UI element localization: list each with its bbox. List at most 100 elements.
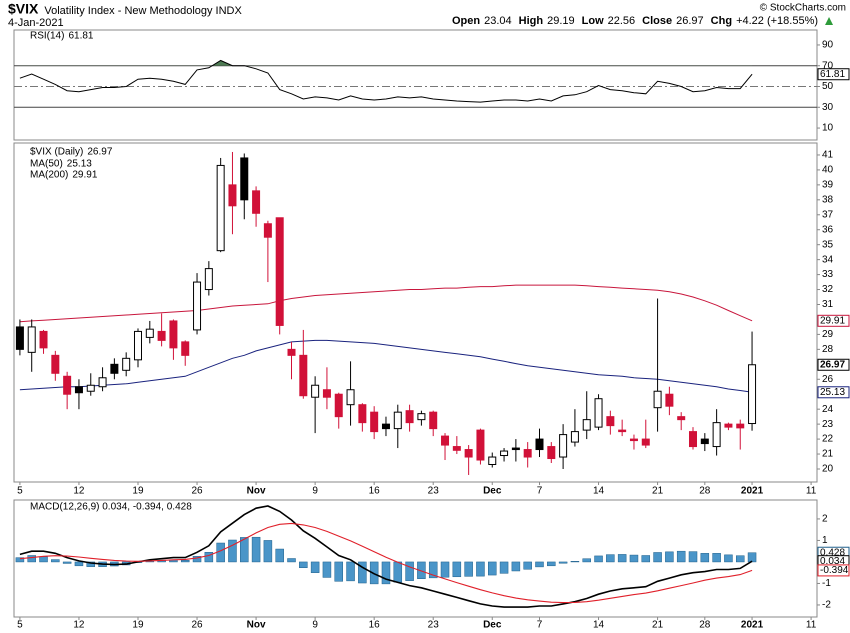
candle-body <box>86 384 95 392</box>
candle-body <box>464 449 473 458</box>
quote-label: Low <box>582 15 604 27</box>
candle-body <box>606 416 615 427</box>
candle-body <box>618 429 627 433</box>
histogram-bar <box>192 556 202 563</box>
x-tick-label: 12 <box>73 620 85 631</box>
moving-average <box>19 339 753 393</box>
x-tick-label: 9 <box>312 486 318 497</box>
histogram-bar <box>228 539 237 563</box>
histogram-bar <box>452 561 462 578</box>
histogram-bar <box>523 561 532 570</box>
histogram-bar <box>688 551 698 563</box>
histogram-bar <box>641 555 651 563</box>
last-value-box <box>817 314 850 327</box>
histogram-bar <box>310 561 320 573</box>
histogram-bar <box>724 554 733 563</box>
y-tick-label: 30 <box>822 102 834 113</box>
histogram-bar <box>74 561 84 567</box>
last-value-label: 0.428 <box>820 547 845 558</box>
quote-value: 29.19 <box>547 15 575 27</box>
histogram-bar <box>653 552 662 563</box>
x-tick-label: 11 <box>806 620 817 631</box>
copyright: © StockCharts.com <box>760 3 846 14</box>
candle-body <box>689 431 698 448</box>
last-value-box <box>817 68 850 81</box>
y-tick-label: 29 <box>822 329 834 340</box>
legend-name: MA(200) <box>30 170 68 181</box>
y-tick-label: -2 <box>822 600 831 611</box>
candle-body <box>370 411 379 433</box>
histogram-bar <box>15 557 25 563</box>
x-tick-label: Nov <box>247 620 266 631</box>
candle-body <box>157 330 166 341</box>
candle-body <box>228 184 237 207</box>
y-tick-label: 20 <box>822 464 834 475</box>
candle-body <box>535 438 544 451</box>
histogram-bar <box>488 561 497 576</box>
histogram-bar <box>39 556 48 563</box>
quote-value: +4.22 (+18.55%) <box>736 15 818 27</box>
histogram-bar <box>299 561 308 568</box>
candle-body <box>287 348 296 356</box>
candle-body <box>204 268 213 291</box>
y-tick-label: -1 <box>822 578 831 589</box>
y-tick-label: 35 <box>822 239 834 250</box>
y-tick-label: 32 <box>822 284 834 295</box>
last-value-label: -0.394 <box>820 565 849 576</box>
last-value-label: 29.91 <box>820 315 845 326</box>
candle-body <box>547 446 556 460</box>
candle-body <box>322 389 331 398</box>
x-tick-label: 11 <box>806 486 817 497</box>
candle-body <box>27 326 36 353</box>
y-tick-label: 39 <box>822 180 834 191</box>
candle-body <box>299 354 308 397</box>
candle-body <box>252 190 261 214</box>
histogram-bar <box>346 561 355 582</box>
candle-body <box>98 377 107 388</box>
x-tick-label: 5 <box>17 620 23 631</box>
histogram-bar <box>358 561 367 584</box>
candle-body <box>63 375 72 395</box>
histogram-bar <box>322 561 332 578</box>
y-tick-label: 36 <box>822 224 834 235</box>
candle-body <box>15 326 24 350</box>
histogram-bar <box>440 561 450 578</box>
histogram-bar <box>535 561 544 568</box>
candle-body <box>51 354 60 374</box>
quote-label: High <box>519 15 544 27</box>
histogram-bar <box>417 561 426 579</box>
candle-body <box>712 422 721 448</box>
candle-body <box>748 364 757 425</box>
legend-name: RSI(14) <box>30 31 64 42</box>
panel-frame <box>13 499 818 618</box>
candle-body <box>74 386 83 394</box>
change-arrow <box>825 17 834 25</box>
histogram-bar <box>547 561 556 567</box>
y-tick-label: 41 <box>822 150 834 161</box>
x-tick-label: 21 <box>652 620 664 631</box>
candle-body <box>145 328 154 338</box>
histogram-bar <box>511 561 521 572</box>
x-tick-label: 28 <box>699 486 711 497</box>
histogram-bar <box>51 559 60 563</box>
candle-body <box>122 357 131 371</box>
candle-body <box>181 341 190 356</box>
x-tick-label: 14 <box>593 620 605 631</box>
legend-value: 61.81 <box>68 31 93 42</box>
histogram-bar <box>700 553 710 563</box>
candle-body <box>570 431 579 443</box>
legend-name: $VIX (Daily) <box>30 147 83 158</box>
quote-label: Chg <box>711 15 732 27</box>
histogram-bar <box>499 561 509 574</box>
y-tick-label: 37 <box>822 209 834 220</box>
histogram-bar <box>712 553 721 563</box>
x-tick-label: 16 <box>369 620 381 631</box>
x-tick-label: Dec <box>483 620 502 631</box>
candle-body <box>629 438 638 442</box>
moving-average <box>19 284 753 323</box>
histogram-bar <box>405 561 414 581</box>
y-tick-label: 22 <box>822 434 834 445</box>
panel-frame <box>13 29 818 141</box>
candle-body <box>665 393 674 407</box>
